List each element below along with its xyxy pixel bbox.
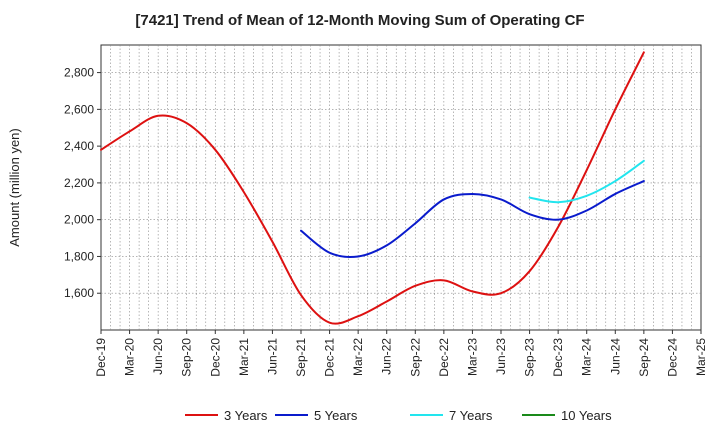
x-tick-label: Mar-21 xyxy=(237,338,251,376)
x-tick-label: Mar-25 xyxy=(694,338,708,376)
x-tick-label: Mar-23 xyxy=(465,338,479,376)
x-tick-label: Dec-19 xyxy=(94,338,108,377)
legend-label-3-years: 3 Years xyxy=(224,408,268,423)
legend-label-10-years: 10 Years xyxy=(561,408,612,423)
y-tick-label: 1,800 xyxy=(64,249,94,263)
x-tick-label: Jun-23 xyxy=(494,338,508,375)
plot-area xyxy=(100,44,702,331)
x-tick-label: Dec-21 xyxy=(323,338,337,377)
x-tick-label: Jun-24 xyxy=(608,338,622,375)
x-tick-label: Sep-23 xyxy=(523,338,537,377)
legend-label-5-years: 5 Years xyxy=(314,408,358,423)
x-tick-label: Dec-22 xyxy=(437,338,451,377)
series-line-5-years xyxy=(300,180,645,258)
x-tick-label: Jun-20 xyxy=(151,338,165,375)
y-axis-label: Amount (million yen) xyxy=(7,128,22,247)
series-line-3-years xyxy=(100,51,645,325)
x-tick-label: Mar-20 xyxy=(123,338,137,376)
y-tick-label: 2,200 xyxy=(64,176,94,190)
x-tick-label: Sep-24 xyxy=(637,338,651,377)
y-tick-label: 2,000 xyxy=(64,213,94,227)
y-tick-label: 2,400 xyxy=(64,139,94,153)
x-tick-label: Sep-22 xyxy=(408,338,422,377)
x-tick-label: Mar-24 xyxy=(580,338,594,376)
x-tick-label: Dec-24 xyxy=(665,338,679,377)
y-tick-label: 1,600 xyxy=(64,286,94,300)
x-tick-label: Dec-23 xyxy=(551,338,565,377)
y-tick-label: 2,800 xyxy=(64,66,94,80)
x-tick-label: Jun-22 xyxy=(380,338,394,375)
y-tick-label: 2,600 xyxy=(64,102,94,116)
x-tick-label: Sep-21 xyxy=(294,338,308,377)
x-tick-label: Dec-20 xyxy=(208,338,222,377)
legend-label-7-years: 7 Years xyxy=(449,408,493,423)
x-tick-label: Jun-21 xyxy=(265,338,279,375)
series-line-7-years xyxy=(528,159,645,204)
chart-title: [7421] Trend of Mean of 12-Month Moving … xyxy=(135,12,585,29)
x-tick-label: Mar-22 xyxy=(351,338,365,376)
x-tick-label: Sep-20 xyxy=(180,338,194,377)
